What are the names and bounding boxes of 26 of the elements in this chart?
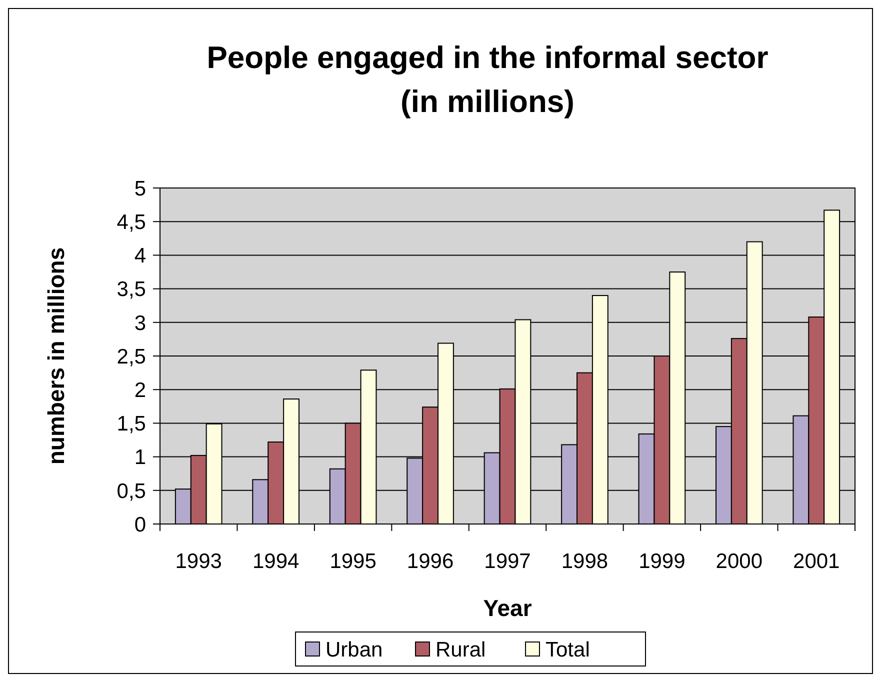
- y-tick-label: 5: [134, 177, 146, 200]
- x-tick-label: 1997: [484, 550, 531, 573]
- x-axis-title: Year: [483, 595, 532, 621]
- x-tick-label: 1999: [638, 550, 686, 573]
- x-tick-label: 1994: [252, 550, 300, 573]
- y-tick-label: 4,5: [116, 210, 146, 234]
- x-tick-label: 2000: [716, 550, 763, 573]
- y-tick-label: 1: [134, 446, 146, 470]
- y-tick-label: 0: [134, 513, 146, 536]
- x-tick-label: 2001: [793, 550, 840, 573]
- legend-label: Total: [546, 638, 590, 662]
- y-tick-label: 2: [134, 378, 146, 402]
- x-tick-label: 1998: [561, 550, 608, 573]
- chart-title: People engaged in the informal sector (in millions): [206, 40, 768, 119]
- x-tick-label: 1995: [330, 550, 376, 573]
- y-tick-label: 1,5: [116, 412, 146, 436]
- y-tick-label: 3: [134, 312, 146, 335]
- y-tick-label: 3,5: [116, 278, 146, 302]
- x-tick-label: 1993: [175, 550, 222, 573]
- y-tick-label: 2,5: [116, 345, 146, 368]
- legend-label: Rural: [436, 638, 486, 662]
- y-tick-label: 0,5: [116, 480, 146, 503]
- legend-label: Urban: [326, 638, 383, 662]
- y-axis-title: numbers in millions: [43, 247, 69, 465]
- x-tick-label: 1996: [406, 550, 454, 573]
- y-tick-label: 4: [134, 244, 146, 268]
